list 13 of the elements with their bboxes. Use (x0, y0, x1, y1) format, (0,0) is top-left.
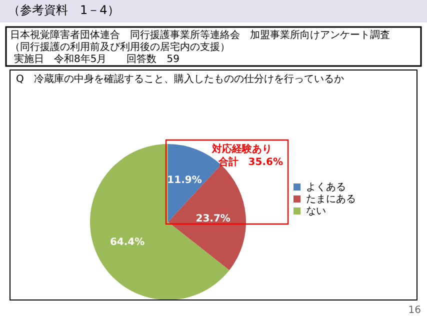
text: 合計 35.6% (217, 156, 283, 168)
data-label: 64.4% (110, 236, 145, 248)
text: Q 冷蔵庫の中身を確認すること、購入したものの仕分けを行っているか (16, 73, 344, 85)
text: 対応経験あり (211, 143, 272, 155)
data-label: 23.7% (196, 213, 230, 224)
chart-subtitle: 日本視覚障害者団体連合 同行援護事業所等連絡会 加盟事業所向けアンケート調査（同行援護の利用前及び利用後の居宅内の支援） (10, 29, 390, 53)
legend-label: たまにある (306, 194, 356, 205)
text: 実施日 令和8年5月 回答数 59 (14, 53, 180, 65)
legend-label: ない (306, 206, 326, 217)
legend-label: よくある (306, 182, 346, 193)
chart-title: （参考資料 1－4） (8, 3, 120, 17)
text: 16 (408, 305, 421, 316)
data-label: 11.9% (167, 174, 202, 186)
